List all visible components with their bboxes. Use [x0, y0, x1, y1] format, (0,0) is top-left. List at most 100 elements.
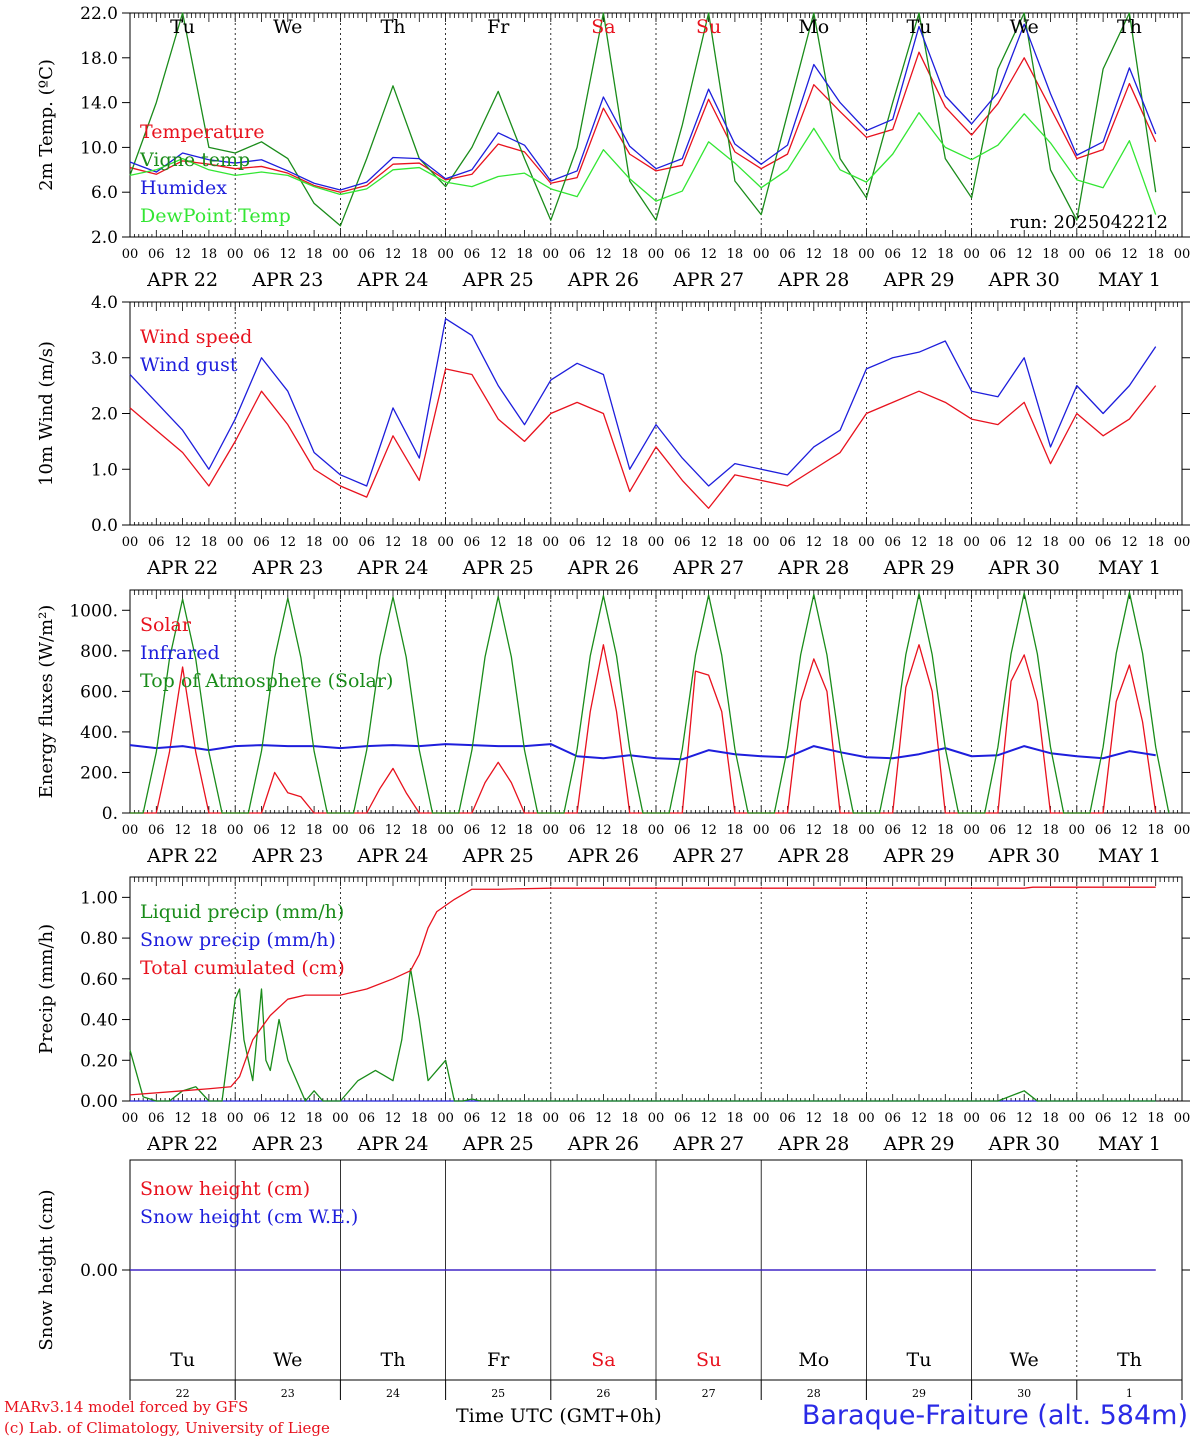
hour-label: 18	[306, 823, 323, 838]
legend-entry: Total cumulated (cm)	[140, 957, 345, 979]
hour-label: 00	[753, 247, 770, 262]
hour-label: 06	[358, 535, 375, 550]
day-abbr: Sa	[591, 1349, 615, 1371]
hour-label: 00	[332, 247, 349, 262]
date-label: APR 28	[777, 557, 849, 579]
date-label: APR 27	[672, 269, 744, 291]
hour-label: 18	[727, 535, 744, 550]
hour-label: 18	[621, 247, 638, 262]
y-tick-label: 0.	[102, 804, 118, 824]
hour-label: 12	[1121, 823, 1138, 838]
hour-label: 18	[621, 535, 638, 550]
hour-label: 18	[1042, 1111, 1059, 1126]
hour-label: 00	[227, 1111, 244, 1126]
hour-label: 00	[858, 1111, 875, 1126]
hour-label: 18	[621, 823, 638, 838]
date-label: APR 22	[146, 845, 218, 867]
hour-label: 12	[595, 247, 612, 262]
legend-entry: DewPoint Temp	[140, 205, 291, 227]
legend-entry: Infrared	[140, 642, 220, 664]
hour-label: 18	[1147, 247, 1164, 262]
y-axis-label: 10m Wind (m/s)	[36, 341, 57, 486]
hour-label: 18	[411, 1111, 428, 1126]
day-abbr: Th	[381, 16, 406, 38]
hour-label: 12	[1016, 535, 1033, 550]
hour-label: 00	[963, 247, 980, 262]
y-tick-label: 1.00	[80, 888, 118, 908]
legend-entry: Solar	[140, 614, 192, 636]
y-tick-label: 14.0	[80, 94, 118, 114]
hour-label: 12	[490, 535, 507, 550]
hour-label: 12	[174, 247, 191, 262]
day-abbr: Tu	[170, 1349, 195, 1371]
y-tick-label: 0.00	[80, 1261, 118, 1281]
date-label: APR 26	[567, 269, 639, 291]
hour-label: 06	[884, 823, 901, 838]
hour-label: 18	[937, 823, 954, 838]
hour-label: 12	[1016, 823, 1033, 838]
hour-label: 00	[963, 823, 980, 838]
day-abbr: We	[273, 1349, 302, 1371]
day-abbr: Tu	[907, 1349, 932, 1371]
hour-label: 06	[1095, 823, 1112, 838]
hour-label: 00	[1069, 535, 1086, 550]
hour-label: 00	[648, 247, 665, 262]
day-number: 23	[281, 1387, 295, 1400]
hour-label: 18	[937, 247, 954, 262]
series-line	[129, 743, 1156, 761]
hour-label: 18	[516, 823, 533, 838]
hour-label: 06	[674, 823, 691, 838]
hour-label: 06	[253, 823, 270, 838]
hour-label: 00	[122, 823, 139, 838]
hour-label: 06	[884, 535, 901, 550]
hour-label: 12	[911, 823, 928, 838]
hour-label: 18	[1042, 535, 1059, 550]
y-tick-label: 10.0	[80, 138, 118, 158]
hour-label: 12	[911, 535, 928, 550]
day-number: 1	[1126, 1387, 1133, 1400]
day-number: 29	[912, 1387, 926, 1400]
day-abbr: We	[1010, 1349, 1039, 1371]
hour-label: 12	[806, 823, 823, 838]
hour-label: 12	[1121, 535, 1138, 550]
hour-label: 18	[832, 247, 849, 262]
series-line	[129, 51, 1157, 193]
hour-label: 00	[227, 247, 244, 262]
hour-label: 12	[280, 823, 297, 838]
hour-label: 06	[148, 823, 165, 838]
series-line	[129, 368, 1157, 509]
hour-label: 18	[516, 247, 533, 262]
day-abbr: Su	[696, 1349, 721, 1371]
hour-label: 00	[1174, 535, 1191, 550]
date-label: MAY 1	[1098, 269, 1161, 291]
hour-label: 00	[753, 535, 770, 550]
hour-label: 18	[516, 535, 533, 550]
hour-label: 12	[700, 535, 717, 550]
y-tick-label: 800.	[80, 642, 118, 662]
hour-label: 18	[937, 535, 954, 550]
y-tick-label: 0.80	[80, 929, 118, 949]
y-tick-label: 4.0	[91, 293, 118, 313]
y-tick-label: 600.	[80, 682, 118, 702]
series-line	[130, 591, 1170, 814]
day-abbr: Mo	[798, 1349, 829, 1371]
hour-label: 12	[174, 1111, 191, 1126]
hour-label: 06	[674, 1111, 691, 1126]
legend-entry: Wind gust	[140, 354, 238, 376]
run-label: run: 2025042212	[1010, 212, 1168, 233]
day-number: 22	[176, 1387, 190, 1400]
date-label: APR 29	[882, 845, 954, 867]
day-abbr: Th	[1117, 1349, 1142, 1371]
y-tick-label: 2.0	[91, 228, 118, 248]
date-label: APR 28	[777, 845, 849, 867]
hour-label: 12	[700, 1111, 717, 1126]
hour-label: 06	[1095, 1111, 1112, 1126]
day-abbr: Th	[381, 1349, 406, 1371]
hour-label: 18	[1042, 247, 1059, 262]
day-abbr: Su	[696, 16, 721, 38]
date-label: APR 23	[251, 1133, 323, 1155]
date-label: APR 22	[146, 269, 218, 291]
hour-label: 18	[1147, 535, 1164, 550]
day-abbr: Tu	[907, 16, 932, 38]
date-label: APR 23	[251, 269, 323, 291]
